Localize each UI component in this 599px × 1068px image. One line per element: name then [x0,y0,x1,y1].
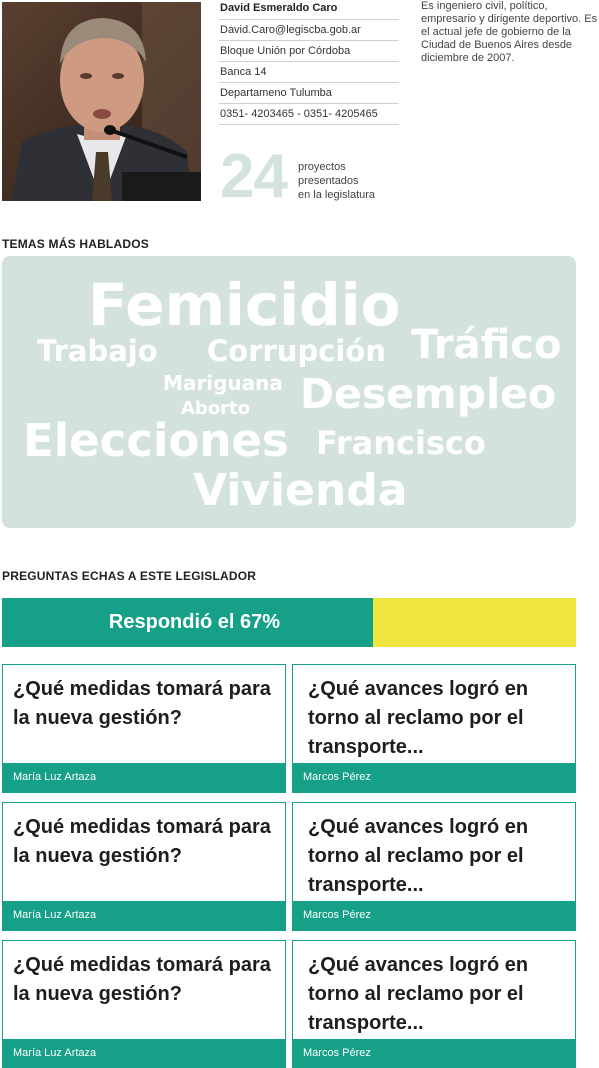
legislator-photo [2,2,201,201]
question-card[interactable]: ¿Qué medidas tomará para la nueva gestió… [2,802,286,931]
projects-count: 24 [220,142,288,211]
question-text: ¿Qué medidas tomará para la nueva gestió… [13,954,271,1005]
legislator-department: Departameno Tulumba [219,83,399,104]
topic-word[interactable]: Trabajo [37,334,158,368]
topic-word[interactable]: Desempleo [300,370,557,418]
topic-word[interactable]: Mariguana [163,371,283,395]
question-card[interactable]: ¿Qué avances logró en torno al reclamo p… [292,940,576,1068]
topic-word[interactable]: Corrupción [207,334,386,368]
projects-label-line: presentados [298,175,359,187]
question-text: ¿Qué medidas tomará para la nueva gestió… [13,678,271,729]
legislator-email[interactable]: David.Caro@legiscba.gob.ar [219,20,399,41]
projects-label-line: proyectos [298,161,346,173]
question-text: ¿Qué medidas tomará para la nueva gestió… [13,816,271,867]
legislator-name: David Esmeraldo Caro [219,0,399,20]
answer-rate-bar: Respondió el 67% [2,598,576,647]
topics-title: TEMAS MÁS HABLADOS [2,237,149,251]
topic-word[interactable]: Vivienda [193,465,408,516]
topic-word[interactable]: Tráfico [411,322,562,368]
question-card[interactable]: ¿Qué medidas tomará para la nueva gestió… [2,664,286,793]
question-author: María Luz Artaza [3,763,285,792]
projects-label-line: en la legislatura [298,189,376,201]
legislator-phone: 0351- 4203465 - 0351- 4205465 [219,104,399,125]
question-author: Marcos Pérez [293,1039,575,1068]
legislator-bio: Es ingeniero civil, político, empresario… [421,0,598,64]
question-card[interactable]: ¿Qué avances logró en torno al reclamo p… [292,664,576,793]
question-author: Marcos Pérez [293,763,575,792]
topic-word[interactable]: Francisco [316,424,486,462]
question-author: María Luz Artaza [3,1039,285,1068]
question-text: ¿Qué avances logró en torno al reclamo p… [308,678,529,758]
legislator-info: David Esmeraldo Caro David.Caro@legiscba… [219,0,399,125]
questions-title: PREGUNTAS ECHAS A ESTE LEGISLADOR [2,569,257,583]
portrait-image [2,2,201,201]
answer-rate-label: Respondió el 67% [108,611,281,633]
topic-word[interactable]: Femicidio [88,271,401,339]
question-card[interactable]: ¿Qué medidas tomará para la nueva gestió… [2,940,286,1068]
projects-label: proyectos presentados en la legislatura [298,160,375,202]
answer-rate-fill [2,598,373,647]
legislator-seat: Banca 14 [219,62,399,83]
topics-word-cloud: Femicidio Trabajo Corrupción Tráfico Mar… [2,256,576,528]
question-text: ¿Qué avances logró en torno al reclamo p… [308,816,529,896]
question-author: María Luz Artaza [3,901,285,930]
topic-word[interactable]: Aborto [181,398,251,419]
question-text: ¿Qué avances logró en torno al reclamo p… [308,954,529,1034]
question-author: Marcos Pérez [293,901,575,930]
question-card[interactable]: ¿Qué avances logró en torno al reclamo p… [292,802,576,931]
legislator-bloc: Bloque Unión por Córdoba [219,41,399,62]
topic-word[interactable]: Elecciones [23,414,289,467]
